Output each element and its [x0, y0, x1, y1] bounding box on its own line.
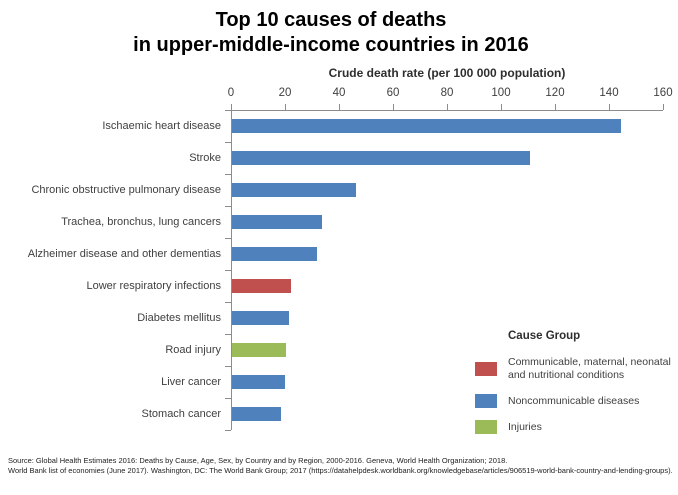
x-tick-label-20: 20	[278, 87, 292, 99]
y-tick-mark-4	[225, 238, 231, 239]
y-tick-mark-2	[225, 174, 231, 175]
x-tick-label-40: 40	[332, 87, 346, 99]
legend-item-noncommunicable: Noncommunicable diseases	[475, 394, 675, 408]
x-tick-mark-60	[393, 104, 394, 110]
category-label-trachea-bronchus-lung-cancers: Trachea, bronchus, lung cancers	[61, 216, 221, 228]
legend-swatch-communicable	[475, 362, 497, 376]
legend-swatch-noncommunicable	[475, 394, 497, 408]
category-label-chronic-obstructive-pulmonary-disease: Chronic obstructive pulmonary disease	[31, 184, 221, 196]
legend-items: Communicable, maternal, neonatal and nut…	[475, 356, 675, 434]
legend-label-communicable: Communicable, maternal, neonatal and nut…	[508, 356, 671, 381]
x-tick-label-80: 80	[440, 87, 454, 99]
x-tick-mark-160	[663, 104, 664, 110]
y-tick-mark-0	[225, 110, 231, 111]
legend-label-noncommunicable: Noncommunicable diseases	[508, 394, 640, 407]
legend: Cause Group Communicable, maternal, neon…	[475, 330, 675, 446]
x-tick-mark-80	[447, 104, 448, 110]
category-label-lower-respiratory-infections: Lower respiratory infections	[86, 280, 221, 292]
plot-area	[231, 110, 663, 430]
category-label-liver-cancer: Liver cancer	[161, 376, 221, 388]
category-label-road-injury: Road injury	[165, 344, 221, 356]
legend-swatch-injuries	[475, 420, 497, 434]
y-tick-mark-7	[225, 334, 231, 335]
legend-title: Cause Group	[508, 330, 581, 342]
y-tick-mark-10	[225, 430, 231, 431]
y-tick-mark-3	[225, 206, 231, 207]
x-tick-mark-40	[339, 104, 340, 110]
x-tick-label-120: 120	[545, 87, 565, 99]
bar-road-injury	[232, 343, 286, 357]
x-tick-mark-20	[285, 104, 286, 110]
bar-trachea-bronchus-lung-cancers	[232, 215, 323, 229]
bar-stomach-cancer	[232, 407, 281, 421]
source-line-1: Source: Global Health Estimates 2016: De…	[8, 456, 508, 465]
bar-stroke	[232, 151, 531, 165]
y-tick-mark-8	[225, 366, 231, 367]
chart-title: Top 10 causes of deaths in upper-middle-…	[0, 8, 662, 58]
legend-item-communicable: Communicable, maternal, neonatal and nut…	[475, 356, 675, 382]
bar-alzheimer-disease-and-other-dementias	[232, 247, 318, 261]
y-tick-mark-1	[225, 142, 231, 143]
y-tick-mark-6	[225, 302, 231, 303]
category-label-stroke: Stroke	[189, 152, 221, 164]
category-label-stomach-cancer: Stomach cancer	[141, 408, 221, 420]
x-tick-label-100: 100	[491, 87, 511, 99]
x-tick-mark-0	[231, 104, 232, 110]
bar-diabetes-mellitus	[232, 311, 289, 325]
bar-ischaemic-heart-disease	[232, 119, 621, 133]
legend-label-injuries: Injuries	[508, 420, 542, 433]
source-note: Source: Global Health Estimates 2016: De…	[8, 456, 676, 476]
legend-item-injuries: Injuries	[475, 420, 675, 434]
x-tick-mark-100	[501, 104, 502, 110]
x-tick-mark-120	[555, 104, 556, 110]
x-tick-label-160: 160	[653, 87, 673, 99]
category-label-ischaemic-heart-disease: Ischaemic heart disease	[102, 120, 221, 132]
x-tick-label-0: 0	[227, 87, 235, 99]
bar-chronic-obstructive-pulmonary-disease	[232, 183, 357, 197]
y-tick-mark-9	[225, 398, 231, 399]
x-tick-label-60: 60	[386, 87, 400, 99]
bar-liver-cancer	[232, 375, 285, 389]
category-label-diabetes-mellitus: Diabetes mellitus	[137, 312, 221, 324]
chart-title-line1: Top 10 causes of deaths	[215, 9, 447, 31]
chart-title-line2: in upper-middle-income countries in 2016	[133, 34, 529, 56]
x-tick-mark-140	[609, 104, 610, 110]
bar-lower-respiratory-infections	[232, 279, 292, 293]
y-tick-mark-5	[225, 270, 231, 271]
x-axis-title: Crude death rate (per 100 000 population…	[328, 66, 566, 80]
source-line-2: World Bank list of economies (June 2017)…	[8, 466, 673, 475]
x-tick-label-140: 140	[599, 87, 619, 99]
category-label-alzheimer-disease-and-other-dementias: Alzheimer disease and other dementias	[27, 248, 221, 260]
